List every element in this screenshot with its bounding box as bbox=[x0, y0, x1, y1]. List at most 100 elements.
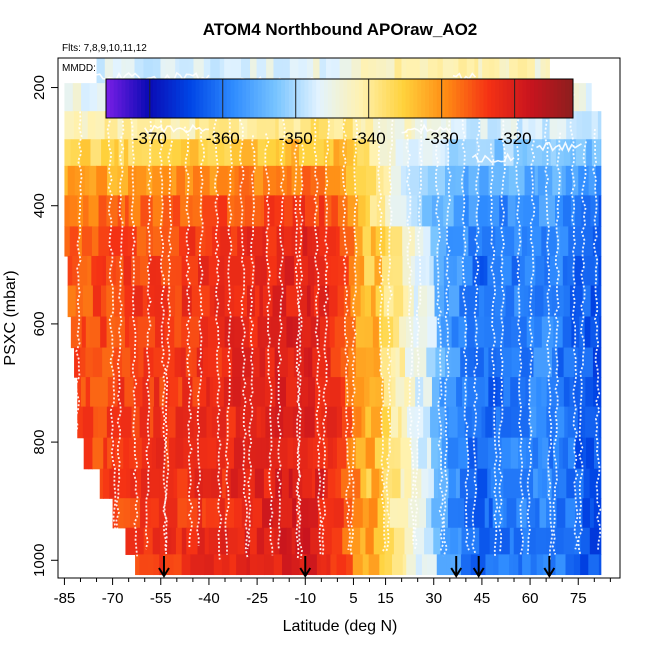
heatmap-cell bbox=[165, 58, 176, 84]
heatmap-cell bbox=[502, 347, 513, 378]
heatmap-cell bbox=[453, 195, 465, 228]
heatmap-cell bbox=[427, 165, 437, 196]
heatmap-cell bbox=[444, 165, 457, 196]
heatmap-cell bbox=[399, 347, 406, 378]
heatmap-cell bbox=[64, 226, 71, 257]
flight-profile-line bbox=[295, 144, 305, 559]
heatmap-cell bbox=[89, 316, 101, 349]
heatmap-cell bbox=[220, 527, 229, 555]
heatmap-cell bbox=[255, 437, 263, 470]
colorbar-segment bbox=[117, 79, 123, 118]
colorbar-segment bbox=[409, 79, 414, 118]
heatmap-cell bbox=[130, 468, 138, 499]
heatmap-cell bbox=[551, 406, 558, 439]
heatmap-cell bbox=[224, 58, 231, 84]
heatmap-cell bbox=[456, 377, 463, 408]
heatmap-cell bbox=[344, 316, 357, 349]
heatmap-cell bbox=[556, 527, 565, 555]
heatmap-cell bbox=[137, 111, 149, 140]
heatmap-cell bbox=[491, 406, 497, 439]
heatmap-cell bbox=[182, 377, 194, 408]
heatmap-cell bbox=[327, 347, 332, 378]
heatmap-cell bbox=[522, 554, 532, 576]
heatmap-cell bbox=[162, 195, 171, 228]
heatmap-cell bbox=[331, 195, 339, 228]
heatmap-cell bbox=[199, 316, 209, 349]
colorbar-segment bbox=[475, 79, 481, 118]
heatmap-cell bbox=[441, 437, 449, 470]
heatmap-cell bbox=[437, 437, 443, 470]
flight-profile-line bbox=[293, 144, 303, 559]
heatmap-cell bbox=[581, 406, 586, 439]
colorbar-segment bbox=[358, 79, 364, 118]
heatmap-cell bbox=[512, 468, 524, 499]
heatmap-cell bbox=[130, 347, 139, 378]
heatmap-cell bbox=[569, 285, 577, 318]
heatmap-cell bbox=[286, 527, 293, 555]
heatmap-cells bbox=[64, 58, 602, 576]
heatmap-cell bbox=[112, 498, 119, 529]
flight-arrow-head bbox=[543, 567, 556, 578]
heatmap-cell bbox=[453, 255, 458, 287]
heatmap-cell bbox=[392, 255, 404, 287]
flight-arrow-head bbox=[158, 567, 170, 578]
colorbar-segment bbox=[471, 79, 477, 118]
heatmap-cell bbox=[583, 468, 591, 499]
heatmap-cell bbox=[503, 139, 515, 167]
heatmap-cell bbox=[498, 165, 510, 196]
heatmap-cell bbox=[599, 406, 602, 439]
heatmap-cell bbox=[373, 347, 382, 378]
heatmap-cell bbox=[427, 437, 432, 470]
heatmap-cell bbox=[181, 255, 189, 287]
heatmap-cell bbox=[458, 527, 463, 555]
heatmap-cell bbox=[546, 406, 553, 439]
heatmap-cell bbox=[184, 165, 194, 196]
heatmap-cell bbox=[173, 554, 183, 576]
heatmap-cell bbox=[433, 255, 445, 287]
heatmap-cell bbox=[586, 139, 593, 167]
heatmap-cell bbox=[581, 195, 591, 228]
heatmap-cell bbox=[315, 468, 325, 499]
heatmap-cell bbox=[251, 195, 262, 228]
heatmap-cell bbox=[369, 195, 378, 228]
colorbar-segment bbox=[467, 79, 473, 118]
y-axis-label: PSXC (mbar) bbox=[2, 270, 19, 365]
heatmap-cell bbox=[117, 111, 124, 140]
heatmap-cell bbox=[213, 554, 223, 576]
heatmap-cell bbox=[131, 406, 141, 439]
heatmap-cell bbox=[256, 554, 265, 576]
heatmap-cell bbox=[169, 195, 174, 228]
heatmap-cell bbox=[151, 139, 164, 167]
heatmap-cell bbox=[431, 437, 439, 470]
heatmap-cell bbox=[311, 468, 316, 499]
heatmap-cell bbox=[373, 111, 383, 140]
heatmap-cell bbox=[410, 377, 416, 408]
heatmap-cell bbox=[526, 498, 536, 529]
colorbar-segment bbox=[148, 79, 154, 118]
heatmap-cell bbox=[254, 468, 265, 499]
heatmap-cell bbox=[537, 468, 543, 499]
heatmap-cell bbox=[475, 226, 483, 257]
heatmap-cell bbox=[160, 527, 166, 555]
heatmap-cell bbox=[230, 468, 239, 499]
heatmap-cell bbox=[364, 285, 372, 318]
heatmap-cell bbox=[406, 195, 412, 228]
colorbar-tick-label: -330 bbox=[425, 129, 459, 148]
colorbar-segment bbox=[214, 79, 220, 118]
heatmap-cell bbox=[307, 377, 316, 408]
heatmap-cell bbox=[333, 498, 345, 529]
heatmap-cell bbox=[368, 554, 380, 576]
heatmap-cell bbox=[220, 226, 232, 257]
heatmap-cell bbox=[222, 468, 227, 499]
heatmap-cell bbox=[278, 437, 289, 470]
heatmap-cell bbox=[121, 195, 126, 228]
heatmap-cell bbox=[288, 468, 294, 499]
heatmap-cell bbox=[261, 406, 267, 439]
heatmap-cell bbox=[69, 226, 75, 257]
heatmap-cell bbox=[458, 58, 468, 84]
heatmap-cell bbox=[394, 437, 402, 470]
heatmap-cell bbox=[482, 58, 490, 84]
heatmap-cell bbox=[200, 285, 211, 318]
heatmap-cell bbox=[402, 226, 410, 257]
heatmap-cell bbox=[185, 347, 193, 378]
